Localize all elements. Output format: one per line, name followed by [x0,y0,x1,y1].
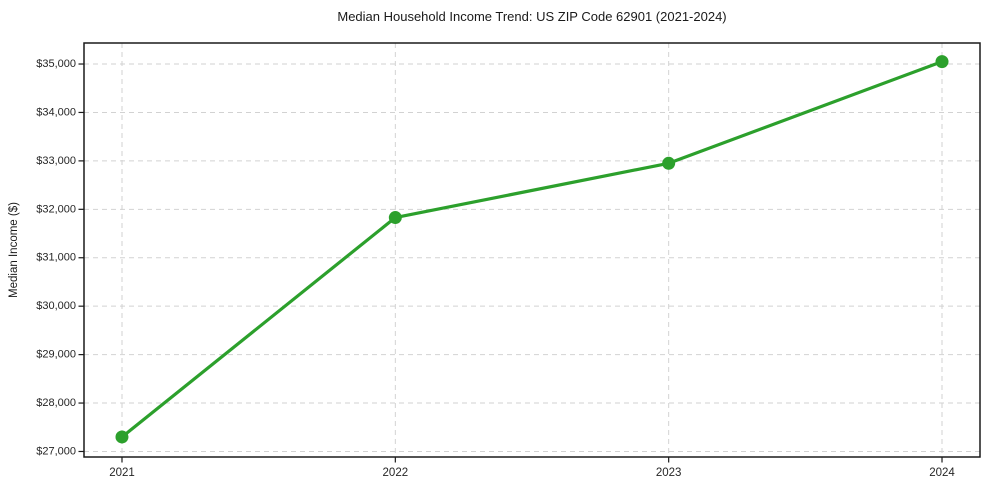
y-tick-label: $32,000 [36,203,76,215]
data-point-2023 [662,156,676,170]
x-tick-label: 2023 [656,467,682,479]
data-point-2022 [388,211,402,225]
y-tick-label: $33,000 [36,155,76,167]
y-tick-label: $28,000 [36,397,76,409]
data-point-2021 [115,430,129,444]
y-tick-label: $34,000 [36,106,76,118]
x-tick-label: 2024 [929,467,955,479]
trend-line [120,59,944,439]
chart-title: Median Household Income Trend: US ZIP Co… [337,9,727,24]
y-tick-label: $27,000 [36,445,76,457]
x-tick-label: 2021 [109,467,135,479]
y-tick-label: $30,000 [36,300,76,312]
y-tick-label: $35,000 [36,58,76,70]
data-point-2024 [935,55,949,69]
y-tick-label: $31,000 [36,252,76,264]
plot-border [83,42,981,458]
x-tick-label: 2022 [383,467,409,479]
y-tick-label: $29,000 [36,349,76,361]
